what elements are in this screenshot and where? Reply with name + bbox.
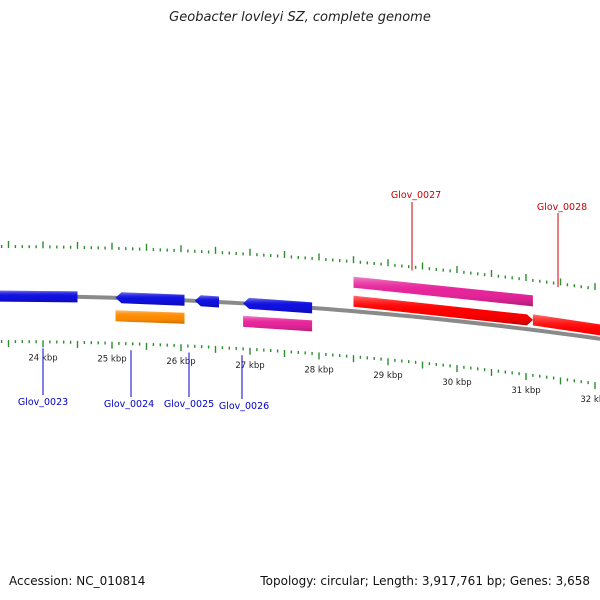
gene-label: Glov_0024 [104,399,154,410]
map-title: Geobacter lovleyi SZ, complete genome [169,10,431,25]
gene-labels: Glov_0023 Glov_0024 Glov_0025 Glov_0026 Glov… [18,190,587,412]
scale-label: 28 kbp [304,365,333,375]
gene-label: Glov_0028 [537,202,587,213]
scale-label: 31 kbp [511,386,540,396]
gene-feature-shading [243,297,313,314]
gene-feature-shading [194,295,219,308]
gene-feature-shading [532,314,600,336]
gene-feature-shading [115,292,185,306]
gene-feature-shading [243,315,313,332]
gene-feature-shading [353,276,533,307]
scale-label: 29 kbp [373,371,402,381]
gene-label: Glov_0023 [18,397,68,408]
gene-feature-shading [353,295,533,326]
gene-feature-shading [0,290,78,303]
gene-label: Glov_0027 [391,190,441,201]
gene-features [0,276,600,336]
genome-summary: Topology: circular; Length: 3,917,761 bp… [260,574,590,588]
scale-label: 30 kbp [442,378,471,388]
gene-label: Glov_0025 [164,399,214,410]
scale-label: 26 kbp [166,357,195,367]
gene-feature-shading [115,310,185,324]
scale-label: 25 kbp [97,355,126,365]
gene-label: Glov_0026 [219,401,269,412]
tick-marks [0,241,596,390]
scale-label: 27 kbp [235,361,264,371]
scale-label: 32 kbp [580,395,600,405]
accession-label: Accession: NC_010814 [9,574,146,588]
